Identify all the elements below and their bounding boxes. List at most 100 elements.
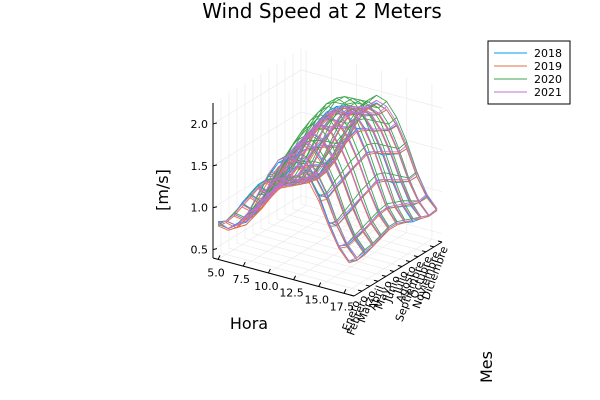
gridline xyxy=(284,213,427,253)
x-tick-label: 15.0 xyxy=(305,294,330,307)
series-line xyxy=(273,96,406,221)
x-tick-label: 5.0 xyxy=(207,266,225,279)
y-tick-mark xyxy=(421,250,427,253)
legend-label: 2021 xyxy=(534,86,562,99)
y-tick-mark xyxy=(373,279,379,282)
series-line xyxy=(273,106,406,222)
z-axis-label: [m/s] xyxy=(153,169,172,211)
gridline xyxy=(252,233,395,272)
legend-item: 2019 xyxy=(494,60,562,73)
z-tick-mark xyxy=(212,206,218,209)
y-axis-line xyxy=(353,241,443,297)
series-line xyxy=(348,208,438,262)
series-line xyxy=(308,122,397,177)
z-tick-mark xyxy=(212,248,218,251)
series-line xyxy=(268,116,357,177)
y-tick-mark xyxy=(381,274,387,277)
legend-item: 2020 xyxy=(494,73,562,86)
y-axis-label: Mes xyxy=(477,351,496,383)
gridline xyxy=(293,225,382,280)
legend-label: 2020 xyxy=(534,73,562,86)
y-tick-mark xyxy=(397,265,403,268)
series-line xyxy=(257,115,390,229)
gridline xyxy=(212,69,302,125)
series-line xyxy=(227,175,317,231)
x-axis-line xyxy=(212,257,355,297)
x-tick-mark xyxy=(267,268,271,274)
z-tick-label: 2.0 xyxy=(191,118,209,131)
x-tick-mark xyxy=(217,255,221,260)
series-line xyxy=(265,107,398,224)
z-tick-label: 1.0 xyxy=(191,202,209,215)
gridline xyxy=(228,247,371,287)
gridline xyxy=(300,195,443,234)
series-line xyxy=(318,141,408,197)
legend-label: 2019 xyxy=(534,60,562,73)
series-line xyxy=(298,101,387,161)
series-line xyxy=(305,99,438,210)
gridline xyxy=(236,242,379,282)
y-tick-mark xyxy=(389,269,395,272)
series-line xyxy=(318,148,407,202)
series-line xyxy=(328,171,418,225)
gridline xyxy=(243,211,332,267)
gridline xyxy=(268,218,357,274)
y-tick-mark xyxy=(365,284,371,287)
gridline xyxy=(318,232,407,287)
gridline xyxy=(212,111,302,167)
x-tick-label: 17.5 xyxy=(330,300,355,313)
gridline xyxy=(276,218,419,258)
x-tick-label: 12.5 xyxy=(279,287,304,300)
y-tick-mark xyxy=(413,255,419,258)
legend-item: 2018 xyxy=(494,47,562,60)
series-line xyxy=(281,106,414,221)
series-line xyxy=(268,119,357,175)
z-tick-label: 0.5 xyxy=(191,244,209,257)
series-line xyxy=(258,138,347,194)
series-line xyxy=(278,100,367,161)
y-tick-mark xyxy=(437,240,443,243)
series-layer xyxy=(217,94,438,264)
series-line xyxy=(338,194,428,248)
z-tick-mark xyxy=(212,164,218,167)
y-tick-mark xyxy=(357,289,363,292)
z-tick-mark xyxy=(212,122,218,125)
y-tick-mark xyxy=(349,294,355,297)
gridline xyxy=(300,69,443,109)
x-tick-mark xyxy=(242,261,246,267)
gridline xyxy=(300,153,443,193)
y-tick-mark xyxy=(429,245,435,248)
legend-box xyxy=(487,40,571,105)
series-line xyxy=(318,145,408,199)
chart-title: Wind Speed at 2 Meters xyxy=(202,0,442,23)
series-line xyxy=(328,172,418,225)
x-axis-label: Hora xyxy=(230,314,268,333)
series-2020 xyxy=(217,94,438,262)
gridline xyxy=(343,239,433,294)
series-line xyxy=(328,176,418,227)
gridline xyxy=(220,252,363,292)
series-line xyxy=(281,97,414,219)
z-tick-label: 1.5 xyxy=(191,160,209,173)
x-tick-mark xyxy=(318,282,322,287)
legend: 2018 2019 2020 2021 xyxy=(487,40,571,105)
x-tick-mark xyxy=(293,275,297,280)
series-line xyxy=(348,210,438,264)
x-tick-label: 10.0 xyxy=(254,280,279,293)
series-line xyxy=(238,170,327,225)
series-line xyxy=(278,105,367,161)
x-tick-mark xyxy=(343,289,347,294)
gridline xyxy=(268,223,411,262)
series-line xyxy=(248,157,337,213)
legend-item: 2021 xyxy=(494,86,562,99)
series-line xyxy=(265,97,398,222)
gridline xyxy=(212,195,302,250)
series-2021 xyxy=(217,99,438,262)
gridline xyxy=(260,228,403,267)
legend-label: 2018 xyxy=(534,47,562,60)
series-line xyxy=(217,168,307,223)
series-line xyxy=(338,194,428,248)
series-line xyxy=(298,106,387,163)
gridline xyxy=(244,238,387,277)
